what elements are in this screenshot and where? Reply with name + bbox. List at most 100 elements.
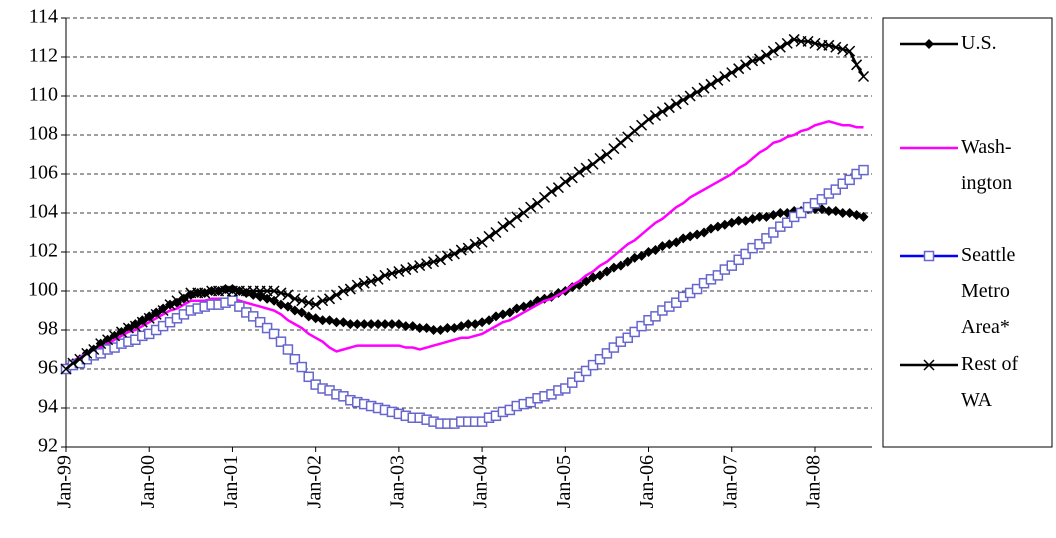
marker bbox=[781, 37, 793, 49]
marker bbox=[691, 86, 703, 98]
y-tick-label: 94 bbox=[38, 396, 58, 418]
marker bbox=[441, 250, 453, 262]
marker bbox=[282, 344, 294, 355]
marker bbox=[483, 230, 495, 242]
marker bbox=[636, 250, 647, 261]
marker bbox=[580, 365, 592, 377]
legend-label: U.S. bbox=[961, 32, 997, 54]
marker bbox=[608, 342, 620, 353]
marker bbox=[844, 45, 856, 57]
y-tick-label: 110 bbox=[29, 84, 58, 106]
marker bbox=[275, 336, 287, 347]
marker bbox=[622, 332, 633, 344]
marker bbox=[490, 226, 502, 239]
marker bbox=[601, 148, 613, 161]
marker bbox=[462, 242, 474, 254]
y-tick-label: 92 bbox=[38, 435, 58, 457]
marker bbox=[754, 238, 765, 250]
marker bbox=[448, 248, 460, 260]
marker bbox=[247, 311, 259, 322]
marker bbox=[136, 316, 148, 328]
marker bbox=[366, 319, 377, 330]
legend-box bbox=[882, 17, 1053, 448]
marker bbox=[844, 174, 855, 186]
marker bbox=[497, 221, 509, 233]
marker bbox=[330, 289, 342, 301]
x-tick-label: Jan-07 bbox=[719, 455, 741, 508]
marker bbox=[733, 254, 744, 266]
marker bbox=[296, 361, 308, 373]
marker bbox=[157, 304, 169, 317]
marker bbox=[282, 289, 294, 301]
marker bbox=[587, 359, 599, 371]
marker bbox=[303, 297, 315, 309]
marker bbox=[809, 37, 821, 49]
marker bbox=[663, 102, 675, 114]
marker bbox=[594, 270, 605, 281]
marker bbox=[484, 315, 495, 326]
marker bbox=[754, 211, 765, 222]
marker bbox=[775, 208, 786, 218]
marker bbox=[857, 70, 870, 83]
marker bbox=[538, 191, 551, 203]
x-tick-label: Jan-00 bbox=[137, 455, 159, 508]
marker bbox=[365, 275, 377, 287]
marker bbox=[351, 279, 363, 291]
marker bbox=[143, 312, 155, 324]
marker bbox=[684, 90, 696, 102]
x-tick-label: Jan-06 bbox=[636, 455, 658, 508]
marker bbox=[227, 295, 238, 306]
marker bbox=[358, 277, 370, 289]
x-tick-label: Jan-01 bbox=[220, 455, 242, 508]
marker bbox=[767, 45, 779, 57]
marker bbox=[407, 262, 419, 274]
marker bbox=[761, 233, 772, 244]
marker bbox=[296, 307, 307, 318]
marker bbox=[455, 244, 467, 256]
marker bbox=[380, 319, 391, 330]
y-tick-label: 112 bbox=[29, 45, 58, 67]
y-tick-label: 98 bbox=[38, 318, 58, 340]
marker bbox=[275, 287, 287, 299]
marker bbox=[726, 260, 738, 271]
marker bbox=[95, 338, 107, 350]
marker bbox=[400, 321, 411, 332]
marker bbox=[823, 206, 834, 217]
marker bbox=[670, 98, 682, 110]
marker bbox=[525, 201, 537, 213]
x-tick-label: Jan-05 bbox=[553, 455, 575, 508]
marker bbox=[254, 316, 266, 328]
x-tick-label: Jan-08 bbox=[803, 455, 825, 508]
marker bbox=[671, 297, 682, 308]
marker bbox=[352, 319, 363, 330]
marker bbox=[199, 287, 211, 299]
marker bbox=[102, 334, 114, 346]
marker bbox=[310, 299, 322, 311]
marker bbox=[719, 70, 731, 83]
y-tick-label: 114 bbox=[29, 6, 58, 28]
marker bbox=[442, 323, 453, 334]
marker bbox=[323, 293, 336, 305]
marker bbox=[115, 326, 128, 338]
legend-label: Rest of WA bbox=[961, 353, 1019, 411]
marker bbox=[372, 273, 384, 285]
marker bbox=[636, 119, 648, 131]
marker bbox=[629, 125, 641, 137]
marker bbox=[837, 208, 848, 218]
marker bbox=[81, 347, 93, 359]
marker bbox=[816, 194, 828, 205]
marker bbox=[712, 74, 724, 86]
marker bbox=[858, 164, 869, 176]
marker bbox=[261, 322, 273, 334]
marker bbox=[559, 176, 571, 188]
legend-label: Seattle Metro Area* bbox=[961, 244, 1016, 338]
marker bbox=[580, 162, 592, 174]
marker bbox=[802, 35, 814, 47]
marker bbox=[518, 207, 530, 219]
marker bbox=[594, 354, 606, 365]
marker bbox=[858, 211, 869, 222]
marker bbox=[705, 78, 717, 90]
marker bbox=[760, 49, 772, 61]
marker bbox=[504, 217, 516, 229]
legend-label: Wash-ington bbox=[961, 136, 1012, 194]
